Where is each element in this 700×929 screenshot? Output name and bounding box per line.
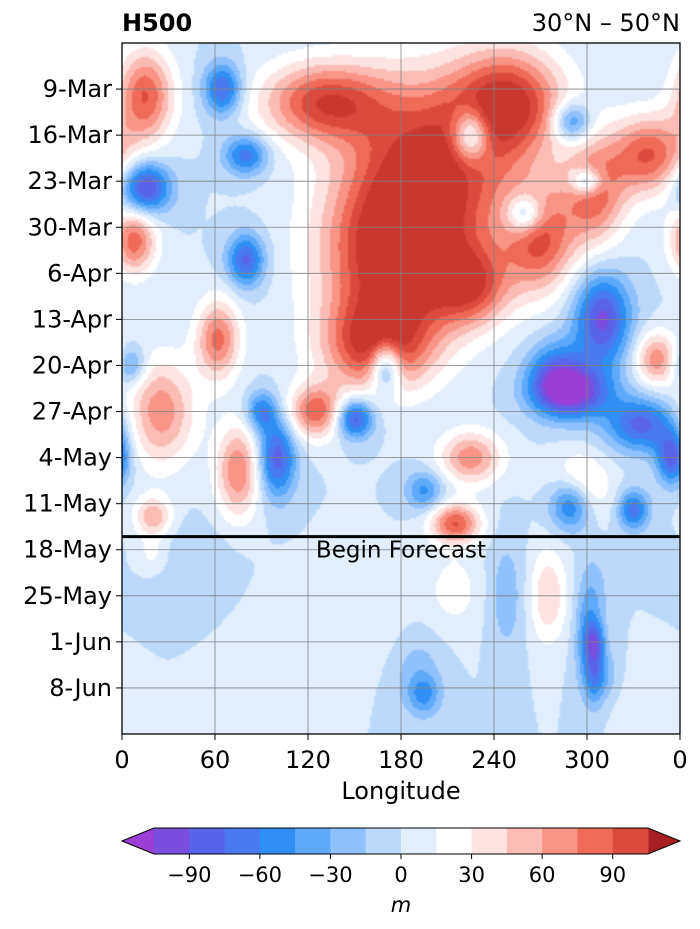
y-tick-label: 16-Mar	[28, 121, 113, 149]
colorbar	[120, 827, 682, 855]
x-tick-label: 240	[471, 746, 517, 774]
colorbar-band	[365, 828, 402, 854]
y-tick-label: 4-May	[38, 444, 112, 472]
x-tick-label: 60	[200, 746, 231, 774]
x-tick-label: 300	[564, 746, 610, 774]
chart-title-right: 30°N – 50°N	[532, 9, 680, 37]
colorbar-band	[330, 828, 367, 854]
colorbar-label: m	[391, 893, 411, 917]
y-tick-label: 20-Apr	[32, 351, 112, 379]
x-tick-label: 0	[114, 746, 129, 774]
colorbar-band	[259, 828, 296, 854]
colorbar-extend-high	[648, 828, 680, 854]
forecast-start-label: Begin Forecast	[316, 538, 486, 564]
chart-title-left: H500	[122, 9, 192, 37]
colorbar-band	[577, 828, 614, 854]
colorbar-tick-label: 90	[599, 863, 626, 887]
x-axis-ticks: 0 60 120 180 240 300 0	[114, 734, 688, 774]
x-axis-label: Longitude	[341, 777, 460, 805]
colorbar-band	[224, 828, 261, 854]
y-tick-label: 6-Apr	[47, 259, 112, 287]
y-tick-label: 1-Jun	[49, 628, 112, 656]
x-tick-label: 180	[378, 746, 424, 774]
colorbar-ticks: −90 −60 −30 0 30 60 90	[167, 854, 626, 887]
x-tick-label: 0	[672, 746, 687, 774]
colorbar-tick-label: −60	[238, 863, 282, 887]
colorbar-tick-label: −90	[167, 863, 211, 887]
y-tick-label: 8-Jun	[49, 674, 112, 702]
colorbar-band	[612, 828, 649, 854]
y-axis-ticks: 9-Mar 16-Mar 23-Mar 30-Mar 6-Apr 13-Apr 20-Apr…	[23, 75, 122, 702]
colorbar-band	[295, 828, 331, 854]
plot-area: Begin Forecast	[121, 42, 681, 735]
colorbar-band	[506, 828, 543, 854]
y-tick-label: 18-May	[23, 536, 112, 564]
y-tick-label: 25-May	[23, 582, 112, 610]
x-tick-label: 120	[285, 746, 331, 774]
colorbar-band	[401, 828, 437, 854]
colorbar-tick-label: 0	[394, 863, 407, 887]
colorbar-tick-label: 60	[529, 863, 556, 887]
grid-lines	[122, 43, 680, 734]
y-tick-label: 30-Mar	[28, 213, 113, 241]
y-tick-label: 27-Apr	[32, 398, 112, 426]
colorbar-tick-label: −30	[308, 863, 352, 887]
colorbar-band	[189, 828, 226, 854]
colorbar-extend-low	[122, 828, 154, 854]
colorbar-tick-label: 30	[458, 863, 485, 887]
y-tick-label: 9-Mar	[43, 75, 112, 103]
colorbar-band	[471, 828, 508, 854]
y-tick-label: 23-Mar	[28, 167, 113, 195]
colorbar-band	[154, 828, 190, 854]
y-tick-label: 13-Apr	[32, 305, 112, 333]
y-tick-label: 11-May	[23, 490, 112, 518]
colorbar-outline	[120, 827, 682, 855]
colorbar-band	[436, 828, 473, 854]
colorbar-band	[542, 828, 578, 854]
